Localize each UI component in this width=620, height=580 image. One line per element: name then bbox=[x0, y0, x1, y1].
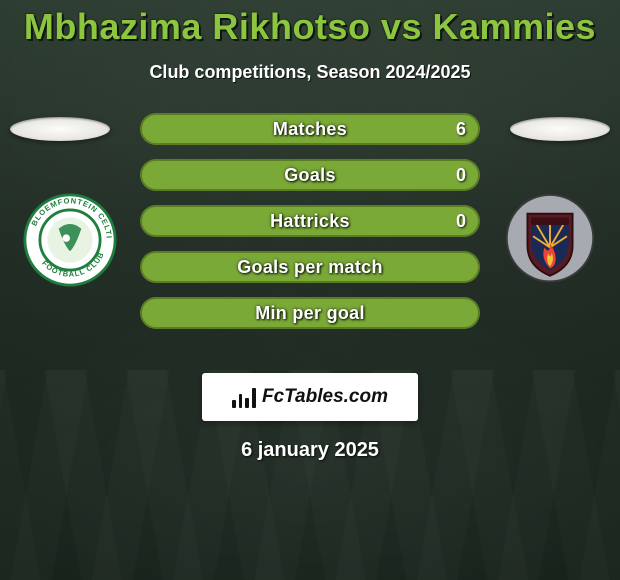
stat-bar-matches: Matches6 bbox=[140, 113, 480, 145]
watermark-bars-icon bbox=[232, 386, 256, 408]
club-badge-left-svg: BLOEMFONTEIN CELTIC FOOTBALL CLUB bbox=[20, 193, 120, 287]
comparison-arena: BLOEMFONTEIN CELTIC FOOTBALL CLUB bbox=[0, 113, 620, 365]
player-oval-right bbox=[510, 117, 610, 141]
footer-date: 6 january 2025 bbox=[0, 439, 620, 462]
page-title: Mbhazima Rikhotso vs Kammies bbox=[0, 0, 620, 48]
stat-bar-label: Min per goal bbox=[140, 297, 480, 329]
stat-bar-min-per-goal: Min per goal bbox=[140, 297, 480, 329]
club-badge-right bbox=[500, 193, 600, 287]
page-subtitle: Club competitions, Season 2024/2025 bbox=[0, 62, 620, 83]
stat-bar-label: Goals bbox=[140, 159, 480, 191]
stat-bar-label: Hattricks bbox=[140, 205, 480, 237]
stat-bar-label: Matches bbox=[140, 113, 480, 145]
stat-bar-goals-per-match: Goals per match bbox=[140, 251, 480, 283]
stat-bar-hattricks: Hattricks0 bbox=[140, 205, 480, 237]
stat-bar-value: 0 bbox=[456, 159, 466, 191]
stat-bar-value: 6 bbox=[456, 113, 466, 145]
watermark-text: FcTables.com bbox=[262, 386, 388, 408]
stat-bar-goals: Goals0 bbox=[140, 159, 480, 191]
content-root: Mbhazima Rikhotso vs Kammies Club compet… bbox=[0, 0, 620, 462]
stat-bar-value: 0 bbox=[456, 205, 466, 237]
club-badge-left: BLOEMFONTEIN CELTIC FOOTBALL CLUB bbox=[20, 193, 120, 287]
watermark: FcTables.com bbox=[202, 373, 418, 421]
stat-bar-label: Goals per match bbox=[140, 251, 480, 283]
player-oval-left bbox=[10, 117, 110, 141]
club-badge-right-svg bbox=[500, 193, 600, 287]
